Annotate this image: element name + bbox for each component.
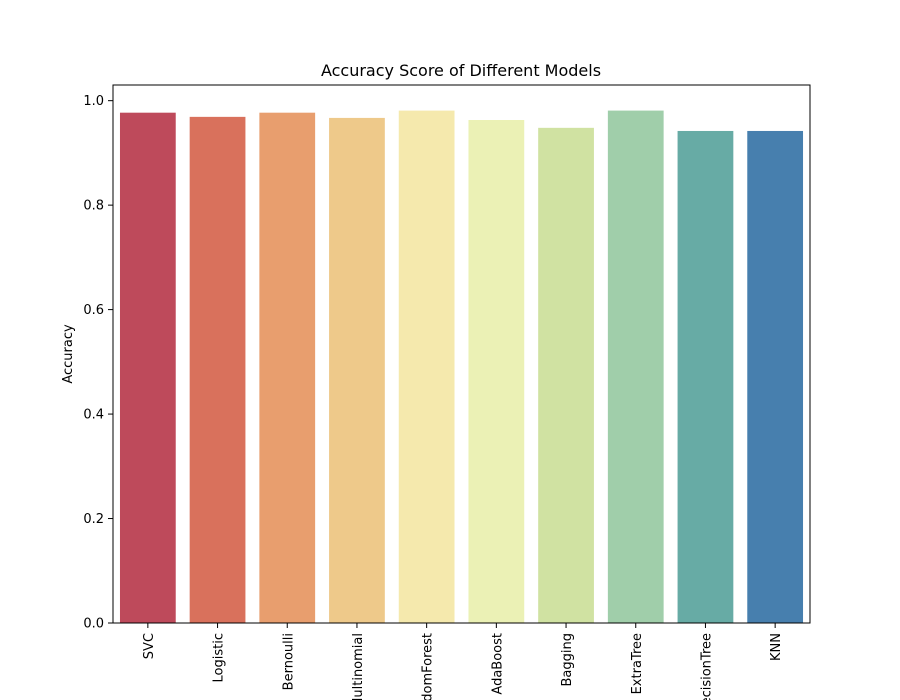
bar-bagging <box>538 127 594 624</box>
bar-svc <box>119 112 176 623</box>
y-ticks-group: 0.0 0.2 0.4 0.6 0.8 1.0 <box>83 94 113 632</box>
y-tick-label: 0.4 <box>83 408 104 423</box>
bar-randomforest <box>398 110 455 623</box>
y-tick-label: 0.0 <box>83 617 104 632</box>
bar-knn <box>747 130 804 624</box>
bar-extratree <box>607 110 664 623</box>
y-axis-label: Accuracy <box>61 324 76 384</box>
bar-multinomial <box>329 117 385 623</box>
y-tick-label: 0.2 <box>83 512 104 527</box>
x-tick-label: Multinomial <box>351 633 366 700</box>
y-tick-label: 0.6 <box>83 303 104 318</box>
x-tick-label: Bernoulli <box>281 633 296 690</box>
bar-adaboost <box>468 119 525 623</box>
x-tick-label: Logistic <box>212 633 227 682</box>
bars-group <box>119 110 804 624</box>
bar-decisiontree <box>677 130 734 624</box>
x-tick-label: DecisionTree <box>699 633 714 700</box>
y-tick-label: 1.0 <box>83 94 104 109</box>
bar-logistic <box>189 116 246 624</box>
x-tick-label: ExtraTree <box>630 633 645 694</box>
plot-frame <box>112 84 811 624</box>
bar-bernoulli <box>259 112 316 623</box>
x-tick-label: AdaBoost <box>490 633 505 695</box>
y-tick-label: 0.8 <box>83 199 104 214</box>
x-tick-label: RandomForest <box>421 633 436 700</box>
x-tick-label: KNN <box>769 633 784 661</box>
x-tick-label: SVC <box>142 633 157 659</box>
chart-title: Accuracy Score of Different Models <box>321 61 601 80</box>
x-ticks-group: SVC Logistic Bernoulli Multinomial RandomFor… <box>142 623 784 700</box>
x-tick-label: Bagging <box>560 633 575 687</box>
